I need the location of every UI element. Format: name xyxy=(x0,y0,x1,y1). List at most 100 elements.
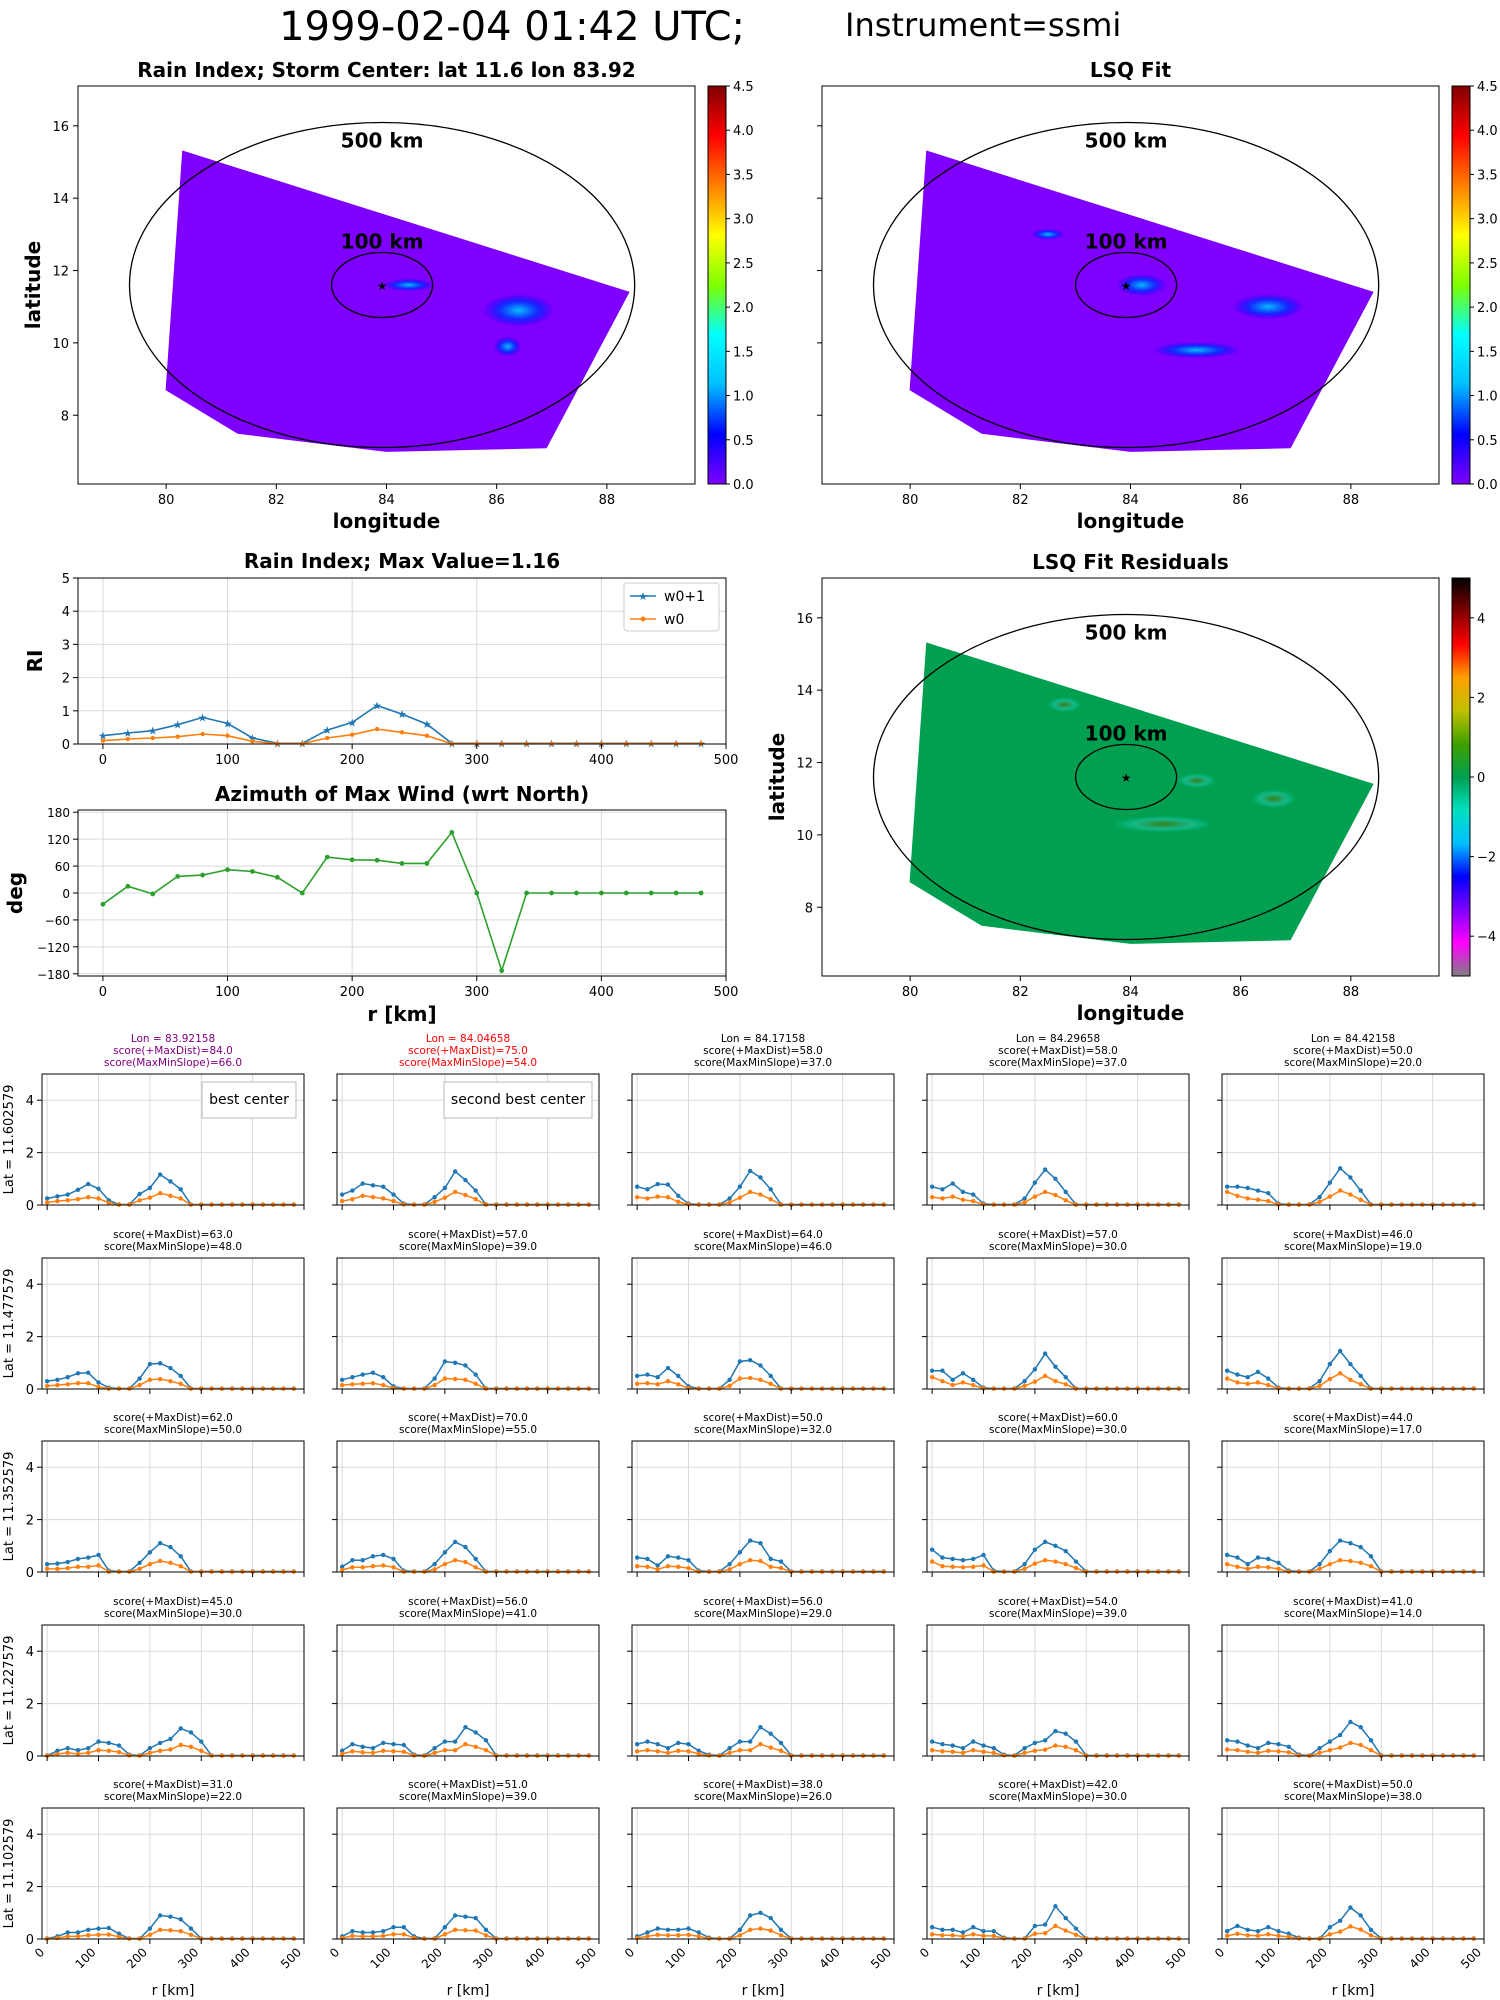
series-point-w0 xyxy=(971,1198,976,1204)
series-point-w0 xyxy=(778,1748,784,1753)
series-point-w0p1 xyxy=(442,1739,448,1744)
series-point-w0p1 xyxy=(1245,1927,1250,1933)
series-point-w0p1: ★ xyxy=(322,724,332,737)
grid-panel-r2-c4 xyxy=(1217,1440,1485,1577)
series-point-w0p1 xyxy=(1063,1375,1068,1380)
grid-panel-r1-c4 xyxy=(1217,1257,1485,1394)
panel-score-title: score(+MaxDist)=84.0 xyxy=(113,1045,233,1057)
series-point-w0 xyxy=(44,1200,50,1205)
series-point-w0p1 xyxy=(758,1363,763,1368)
y-tick-label: 1 xyxy=(62,705,70,720)
series-point-w0 xyxy=(1245,1566,1250,1572)
series-point-w0p1 xyxy=(65,1559,70,1565)
series-point-w0 xyxy=(727,1750,732,1756)
series-point-w0 xyxy=(737,1376,743,1381)
series-point-w0p1 xyxy=(1224,1928,1230,1934)
series-point-w0p1 xyxy=(44,1378,50,1384)
series-point-w0 xyxy=(1063,1198,1068,1203)
series-point-azimuth xyxy=(474,890,480,896)
series-point-w0 xyxy=(1224,1933,1230,1939)
y-tick-label: 2 xyxy=(26,1514,34,1529)
row-lat-label: Lat = 11.227579 xyxy=(2,1636,17,1746)
series-point-w0 xyxy=(1245,1933,1250,1938)
series-point-w0p1 xyxy=(655,1742,660,1747)
series-point-w0 xyxy=(737,1561,743,1567)
series-point-w0p1 xyxy=(758,1724,763,1730)
series-point-w0 xyxy=(360,1750,365,1755)
series-point-w0p1 xyxy=(950,1927,955,1933)
series-point-w0 xyxy=(168,1193,173,1199)
series-point-w0p1 xyxy=(432,1376,437,1381)
x-tick-label: 86 xyxy=(1232,493,1249,508)
series-point-w0p1 xyxy=(381,1375,386,1380)
series-point-w0p1 xyxy=(645,1556,650,1562)
axes-frame xyxy=(336,1073,600,1206)
series-point-w0p1 xyxy=(1358,1373,1363,1379)
panel-score-title: score(MaxMinSlope)=32.0 xyxy=(694,1424,832,1436)
series-point-w0 xyxy=(1358,1927,1363,1932)
panel-score-title: score(MaxMinSlope)=39.0 xyxy=(399,1241,537,1253)
grid-panel-r1-c3 xyxy=(922,1257,1190,1394)
series-point-w0 xyxy=(1348,1740,1353,1746)
series-point-w0 xyxy=(157,1927,163,1933)
grid-x-label: r [km] xyxy=(447,1983,490,1999)
row-lat-label: Lat = 11.102579 xyxy=(2,1819,17,1929)
series-point-w0 xyxy=(686,1749,691,1754)
x-tick-label: 200 xyxy=(714,1945,740,1971)
series-point-w0 xyxy=(981,1386,986,1391)
series-line-w0p1 xyxy=(1227,1167,1474,1206)
series-point-w0p1 xyxy=(1022,1196,1027,1201)
series-point-w0 xyxy=(950,1382,955,1388)
axes-frame xyxy=(1221,1807,1485,1940)
grid-panel-r0-c1 xyxy=(332,1073,600,1210)
x-tick-label: 100 xyxy=(663,1945,689,1971)
series-point-w0p1 xyxy=(991,1928,996,1934)
series-point-w0 xyxy=(452,1558,458,1563)
series-point-w0p1 xyxy=(1266,1191,1271,1196)
series-point-w0p1 xyxy=(1358,1724,1363,1730)
series-point-w0 xyxy=(452,1189,458,1195)
series-point-w0p1 xyxy=(147,1361,153,1367)
column-lon-label: Lon = 84.17158 xyxy=(721,1033,805,1045)
series-point-w0 xyxy=(452,1927,458,1933)
series-point-w0p1 xyxy=(1042,1167,1048,1172)
series-point-w0 xyxy=(55,1751,60,1757)
x-tick-label: 80 xyxy=(902,493,919,508)
series-point-w0p1 xyxy=(442,1550,448,1555)
series-point-w0 xyxy=(1245,1196,1250,1201)
series-point-w0 xyxy=(1032,1931,1038,1936)
series-point-w0 xyxy=(65,1750,70,1756)
series-point-w0p1 xyxy=(1317,1378,1322,1384)
panel-score-title: score(MaxMinSlope)=50.0 xyxy=(104,1424,242,1436)
series-point-azimuth xyxy=(150,891,156,897)
series-point-w0p1 xyxy=(463,1363,468,1368)
series-point-w0 xyxy=(1053,1378,1058,1384)
x-tick-label: 0 xyxy=(917,1945,932,1960)
series-point-w0 xyxy=(1235,1380,1240,1385)
series-point-w0 xyxy=(665,1564,671,1569)
series-point-w0p1 xyxy=(137,1376,142,1381)
series-point-w0 xyxy=(349,732,355,737)
panel-score-title: score(MaxMinSlope)=17.0 xyxy=(1284,1424,1422,1436)
series-point-w0 xyxy=(147,1932,153,1938)
series-point-w0 xyxy=(1317,1750,1322,1756)
series-point-w0 xyxy=(758,1558,763,1564)
series-point-w0 xyxy=(645,1381,650,1386)
panel-score-title: score(+MaxDist)=57.0 xyxy=(408,1229,528,1241)
series-point-w0 xyxy=(463,1928,468,1933)
series-point-w0 xyxy=(65,1565,70,1571)
series-point-w0 xyxy=(1022,1566,1027,1572)
second-best-center-annotation: second best center xyxy=(443,1081,593,1119)
series-point-w0p1 xyxy=(929,1925,935,1930)
series-point-w0 xyxy=(463,1192,468,1198)
series-point-w0 xyxy=(1224,1189,1230,1195)
series-point-w0p1 xyxy=(1276,1742,1281,1747)
series-point-w0 xyxy=(655,1932,660,1938)
series-point-w0p1 xyxy=(960,1930,966,1935)
y-tick-label: 4 xyxy=(26,1645,34,1660)
series-point-w0 xyxy=(758,1377,763,1383)
series-point-w0 xyxy=(1348,1558,1353,1564)
x-tick-label: 500 xyxy=(1163,1945,1189,1971)
figure-title-instrument: Instrument=ssmi xyxy=(845,6,1121,44)
y-tick-label: 3 xyxy=(62,638,70,653)
